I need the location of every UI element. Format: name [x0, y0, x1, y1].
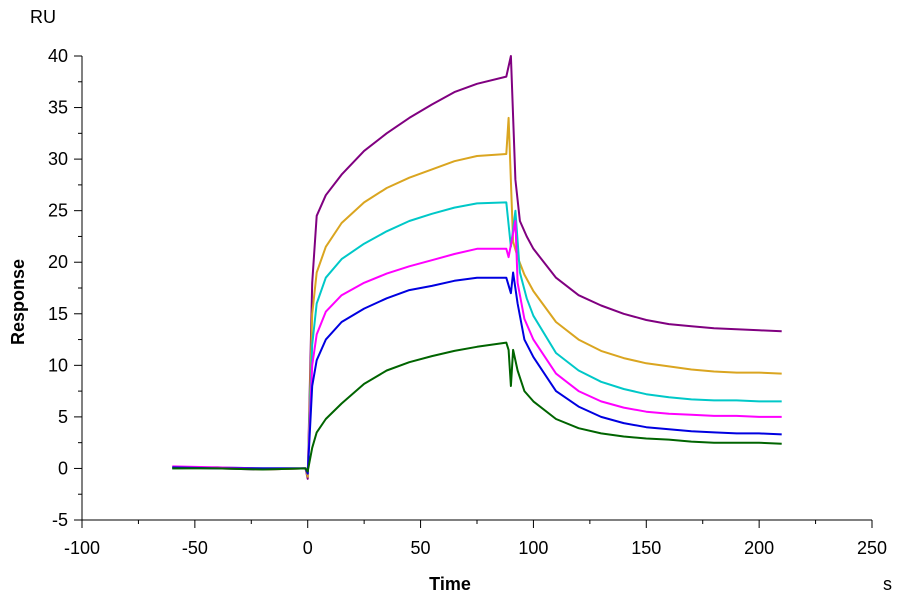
y-tick-label: 10 — [48, 355, 68, 375]
x-unit-label: s — [883, 574, 892, 594]
y-tick-label: -5 — [52, 510, 68, 530]
series-line-1 — [172, 55, 782, 480]
y-tick-label: 0 — [58, 458, 68, 478]
y-tick-label: 25 — [48, 201, 68, 221]
x-tick-label: -50 — [182, 538, 208, 558]
x-tick-label: 150 — [631, 538, 661, 558]
y-tick-label: 15 — [48, 304, 68, 324]
y-tick-label: 40 — [48, 46, 68, 66]
x-tick-label: 50 — [411, 538, 431, 558]
x-tick-label: -100 — [64, 538, 100, 558]
series-line-3 — [172, 201, 782, 475]
axes — [81, 56, 872, 521]
x-tick-label: 200 — [744, 538, 774, 558]
plot-area — [172, 55, 782, 480]
series-line-6 — [172, 341, 782, 473]
series-line-5 — [172, 271, 782, 475]
y-tick-label: 5 — [58, 407, 68, 427]
x-axis-title: Time — [429, 574, 471, 594]
x-tick-label: 0 — [303, 538, 313, 558]
series-line-2 — [172, 116, 782, 478]
y-tick-label: 35 — [48, 98, 68, 118]
series-line-4 — [172, 220, 782, 475]
y-tick-label: 30 — [48, 149, 68, 169]
y-unit-label: RU — [30, 7, 56, 27]
y-tick-label: 20 — [48, 252, 68, 272]
y-axis-title: Response — [8, 259, 28, 345]
x-tick-label: 250 — [857, 538, 887, 558]
x-tick-label: 100 — [518, 538, 548, 558]
